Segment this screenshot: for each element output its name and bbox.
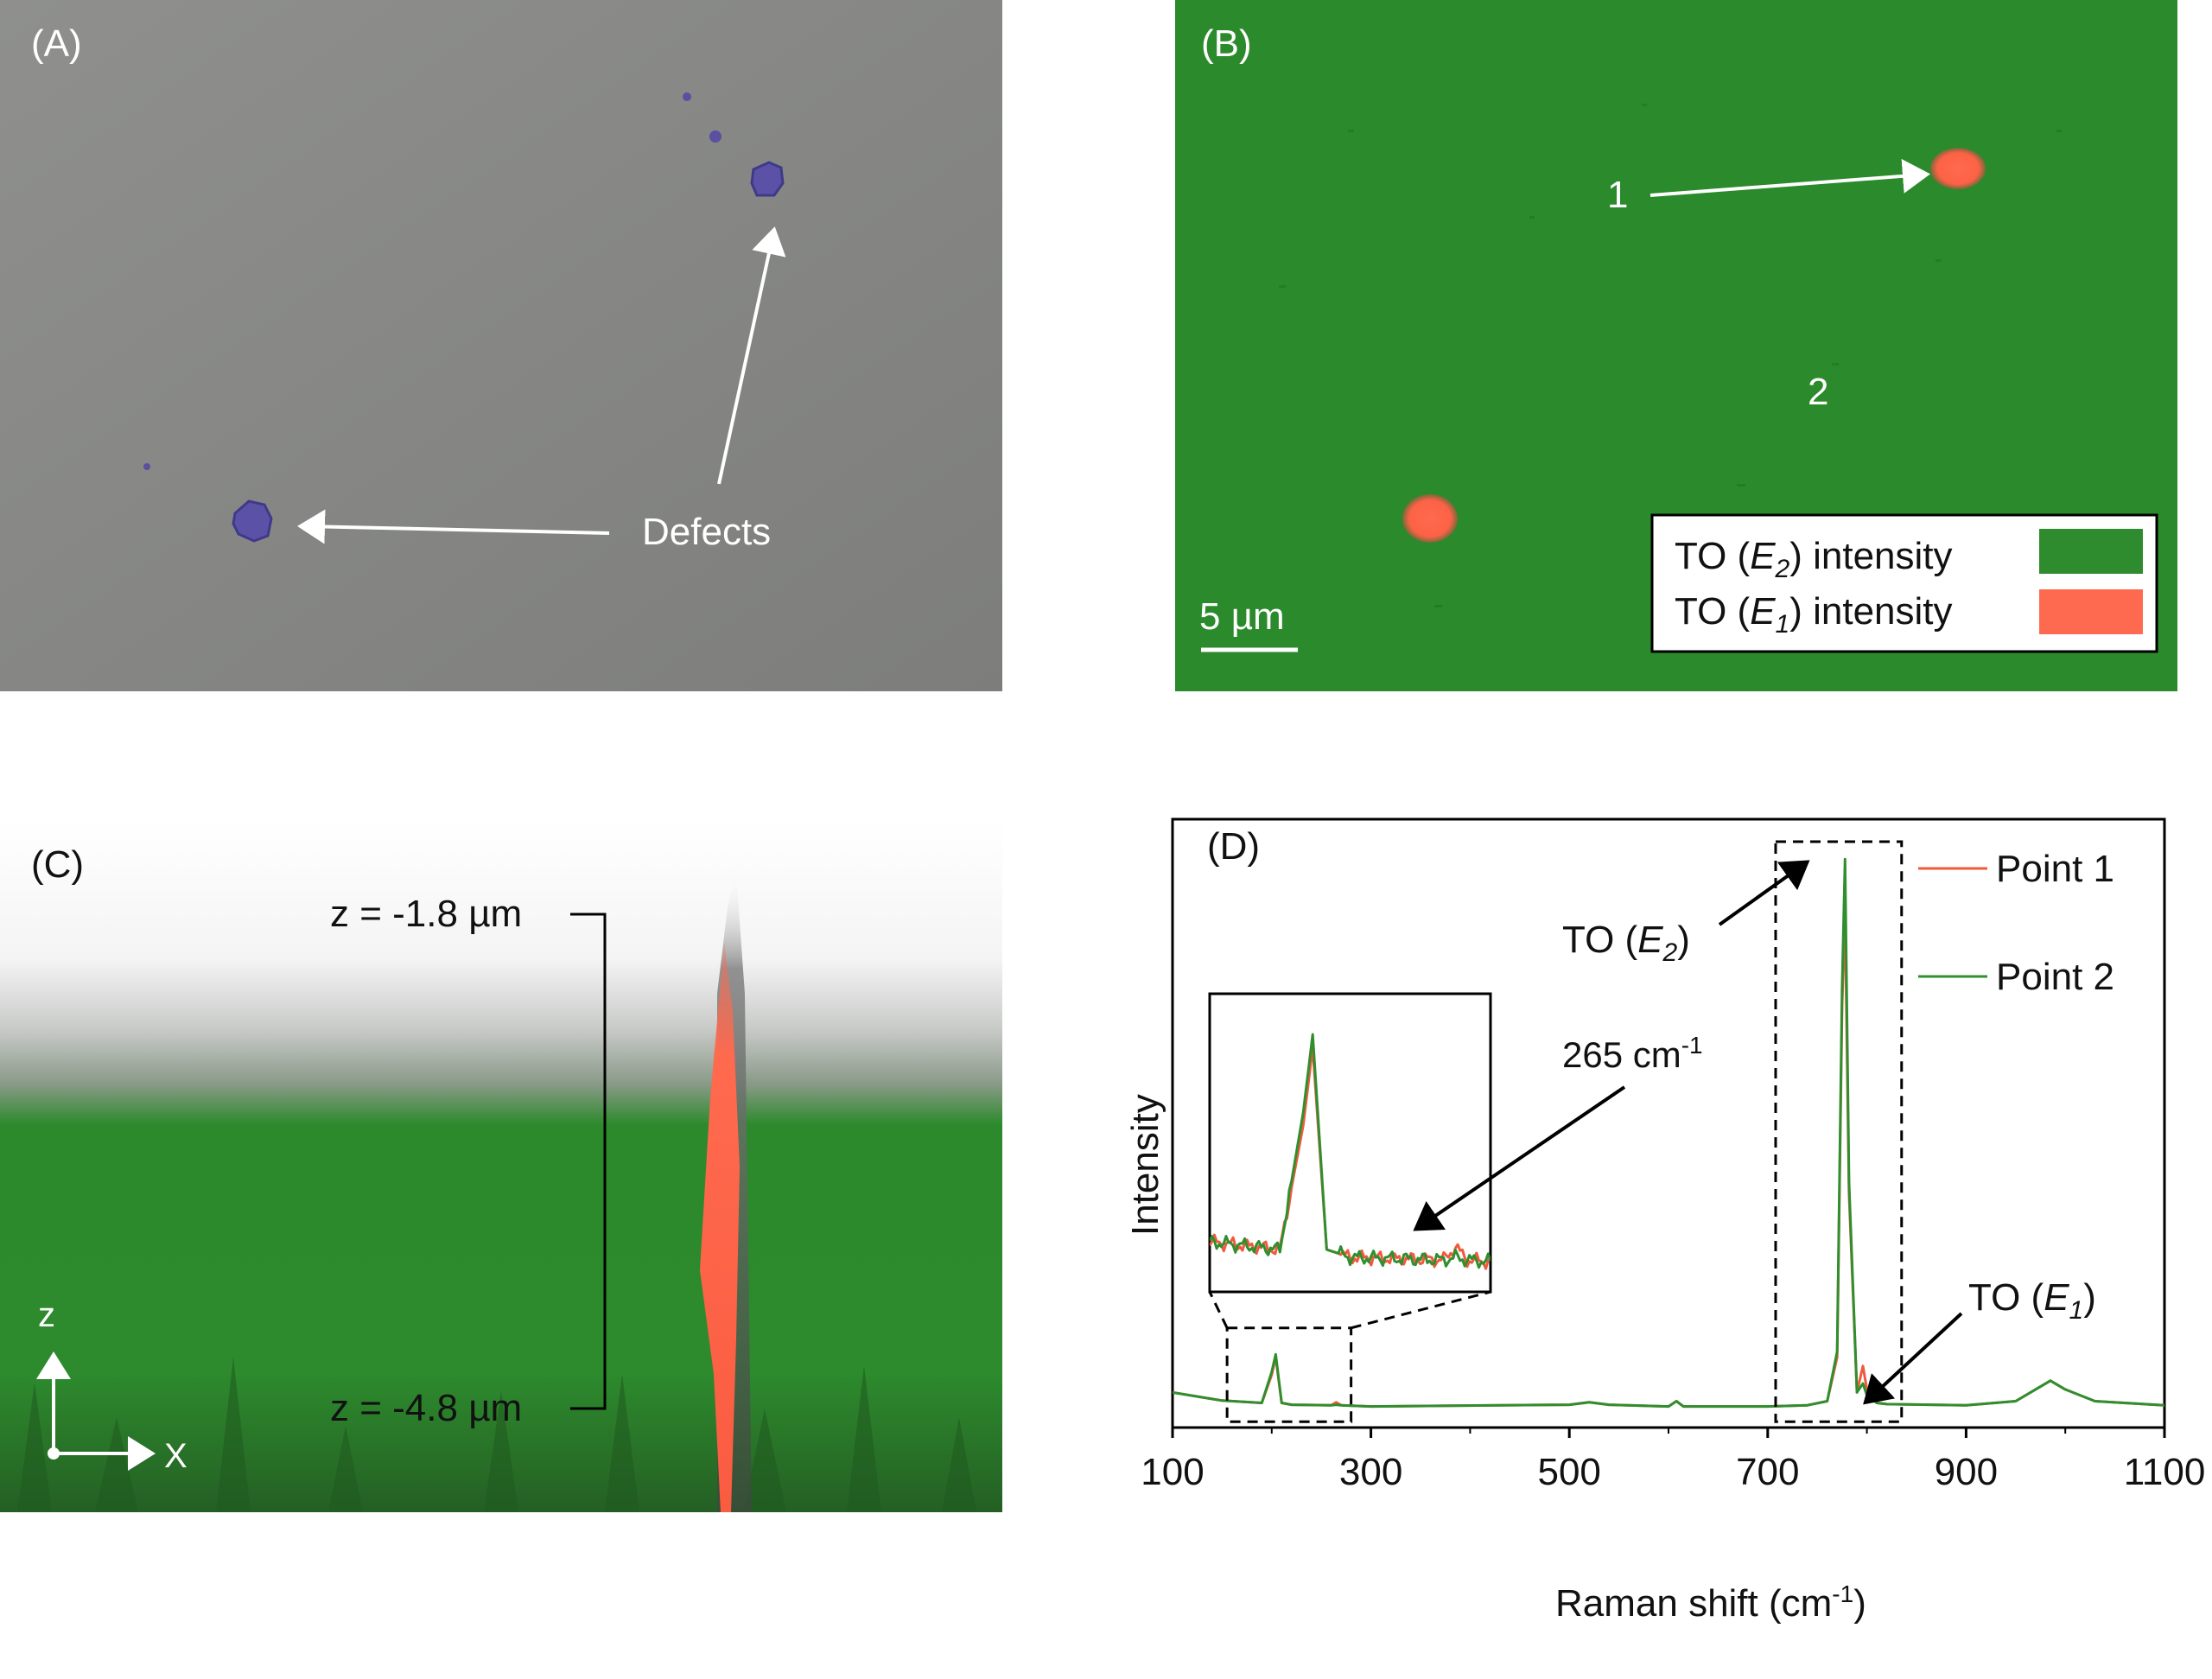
x-tick-label: 300: [1339, 1451, 1402, 1493]
axes-origin: [48, 1447, 60, 1460]
x-tick-label: 700: [1736, 1451, 1799, 1493]
panel-c-label: (C): [31, 843, 84, 886]
to-peaks-region-box: [1774, 840, 1904, 1423]
x-ticks-group: 100 300 500 700 900 1100: [1141, 1428, 2205, 1493]
inset-peak-annotation: 265 cm-1: [1562, 1032, 1703, 1075]
inset-frame: [1208, 992, 1492, 1294]
panel-a-label: (A): [31, 22, 82, 65]
panel-d-label: (D): [1207, 825, 1260, 868]
inset-connector-left: [1208, 1291, 1229, 1329]
panel-d-legend: Point 1 Point 2: [1918, 848, 2114, 998]
to-e2-arrow: [1718, 860, 1810, 926]
point-2-label: 2: [1808, 371, 1828, 413]
legend-e1-swatch: [2039, 589, 2143, 634]
defect-spot-lower: [1402, 494, 1458, 543]
legend-e1-text: TO (E1) intensity: [1675, 590, 1953, 639]
to-e1-annotation: TO (E1): [1968, 1276, 2096, 1325]
x-tick-label: 500: [1537, 1451, 1600, 1493]
inset-series-group: [1210, 1033, 1491, 1270]
panel-c-svg: z = -1.8 µm z = -4.8 µm (C) z X: [0, 821, 1002, 1512]
defects-label: Defects: [642, 511, 771, 553]
arrow-to-lower-defect: [297, 509, 610, 544]
x-tick-label: 1100: [2124, 1451, 2206, 1493]
y-axis-title: Intensity: [1124, 1094, 1166, 1236]
inset-peak-arrow: [1413, 1085, 1626, 1231]
series-line-2: [1173, 857, 2164, 1409]
legend-point-1-label: Point 1: [1996, 848, 2114, 890]
x-tick-label: 100: [1141, 1451, 1204, 1493]
x-tick-label: 900: [1935, 1451, 1998, 1493]
legend-e2-swatch: [2039, 529, 2143, 574]
panel-b-label: (B): [1201, 22, 1252, 65]
defect-lower: [143, 463, 273, 543]
x-axis-title: Raman shift (cm-1): [1555, 1580, 1866, 1625]
x-axis-label: X: [164, 1437, 188, 1475]
z-bottom-label: z = -4.8 µm: [330, 1387, 522, 1429]
zoom-region-box: [1225, 1326, 1353, 1423]
to-e1-arrow: [1863, 1312, 1963, 1405]
defect-upper: [683, 92, 785, 197]
main-series-group: [1173, 857, 2164, 1409]
panel-d-raman-spectra: 100 300 500 700 900 1100 (D) 265 cm-1 TO (E2)…: [1089, 804, 2212, 1633]
legend-e2-text: TO (E2) intensity: [1675, 535, 1953, 583]
panel-a-svg: Defects (A): [0, 0, 1002, 691]
panel-b-raman-map: 1 2 (B) 5 µm TO (E2) intensity TO (E1) i…: [1175, 0, 2177, 691]
inset-series-line-2: [1210, 1033, 1491, 1269]
panel-a-background: [0, 0, 1002, 691]
panel-c-texture: [17, 1357, 976, 1512]
arrow-to-point-1: [1649, 158, 1930, 197]
legend-point-2-label: Point 2: [1996, 956, 2114, 998]
panel-c-depth-profile: z = -1.8 µm z = -4.8 µm (C) z X: [0, 821, 1002, 1512]
z-top-label: z = -1.8 µm: [330, 893, 522, 935]
arrow-to-upper-defect: [717, 226, 786, 485]
red-defect-column: [700, 942, 740, 1512]
inset-connector-right: [1351, 1290, 1491, 1330]
point-1-defect: [1930, 148, 1986, 189]
inset-series-line-1: [1210, 1046, 1491, 1270]
panel-b-legend: TO (E2) intensity TO (E1) intensity: [1650, 513, 2158, 653]
z-axis-label: z: [38, 1296, 55, 1334]
point-1-label: 1: [1607, 174, 1628, 216]
to-e2-annotation: TO (E2): [1562, 919, 1690, 967]
raman-spectra-chart: 100 300 500 700 900 1100 (D) 265 cm-1 TO (E2)…: [1124, 817, 2205, 1625]
panel-a-optical-image: Defects (A): [0, 0, 1002, 691]
depth-bracket: [570, 913, 607, 1410]
scale-bar-label: 5 µm: [1199, 595, 1285, 638]
panel-b-svg: 1 2 (B) 5 µm TO (E2) intensity TO (E1) i…: [1175, 0, 2177, 691]
